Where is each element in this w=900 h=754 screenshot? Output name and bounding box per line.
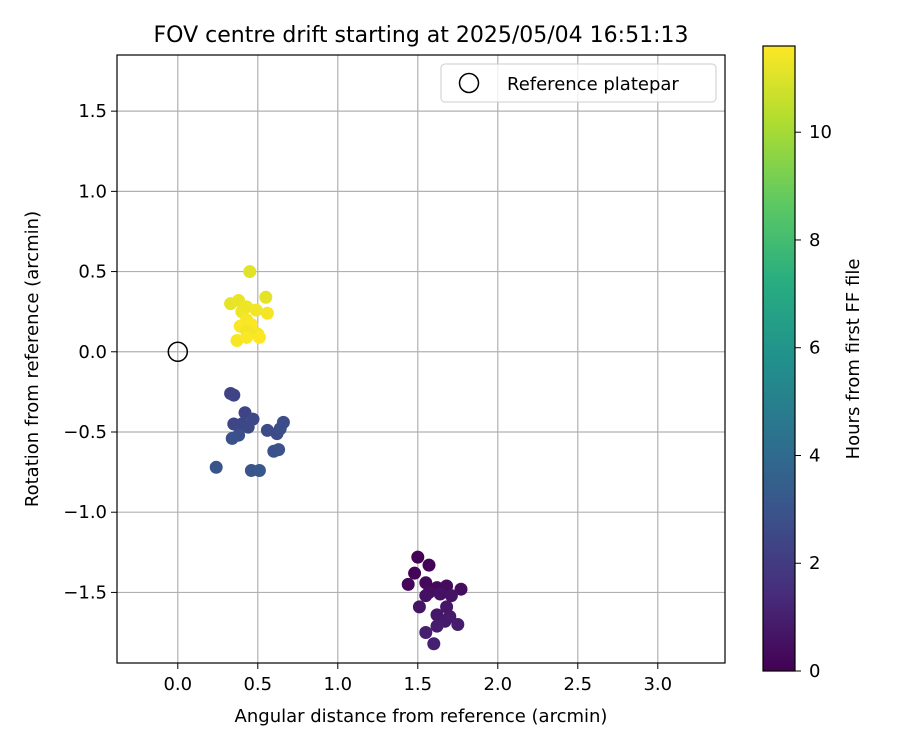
data-point [259, 290, 273, 304]
data-point [243, 265, 257, 279]
y-tick-label: 0.0 [78, 342, 107, 363]
chart-title: FOV centre drift starting at 2025/05/04 … [154, 23, 689, 48]
x-axis-ticks: 0.0 0.5 1.0 1.5 2.0 2.5 3.0 [163, 663, 672, 695]
colorbar-tick-label: 2 [809, 553, 820, 574]
data-point [241, 420, 255, 434]
y-tick-label: 1.5 [78, 101, 107, 122]
grid [117, 55, 725, 663]
reference-marker-layer [167, 341, 189, 363]
y-tick-label: 0.5 [78, 262, 107, 283]
data-point [419, 589, 433, 603]
data-point [411, 550, 425, 564]
data-point [272, 443, 286, 457]
scatter-points [209, 265, 468, 651]
data-point [419, 626, 433, 640]
y-axis-label: Rotation from reference (arcmin) [22, 211, 43, 507]
data-point [401, 577, 415, 591]
x-tick-label: 2.5 [563, 674, 592, 695]
data-point [273, 422, 287, 436]
legend-entry-label: Reference platepar [507, 74, 679, 95]
data-point [209, 460, 223, 474]
colorbar [762, 45, 796, 672]
colorbar-tick-label: 10 [809, 122, 832, 143]
data-point [249, 303, 263, 317]
reference-platepar-marker [167, 341, 189, 363]
legend: Reference platepar [440, 63, 717, 103]
data-point [225, 431, 239, 445]
y-tick-label: −1.5 [63, 582, 107, 603]
plot-frame [116, 54, 726, 664]
data-point [252, 330, 266, 344]
data-point [412, 600, 426, 614]
data-point [252, 463, 266, 477]
colorbar-tick-label: 6 [809, 338, 820, 359]
x-tick-label: 0.5 [243, 674, 272, 695]
y-tick-label: 1.0 [78, 181, 107, 202]
x-tick-label: 2.0 [483, 674, 512, 695]
x-tick-label: 1.5 [403, 674, 432, 695]
x-tick-label: 3.0 [643, 674, 672, 695]
legend-box [440, 63, 717, 103]
colorbar-tick-label: 0 [809, 661, 820, 682]
colorbar-tick-label: 4 [809, 445, 820, 466]
data-point [444, 589, 458, 603]
legend-open-circle-marker [458, 72, 480, 94]
colorbar-ticks: 0 2 4 6 8 10 [795, 122, 832, 682]
x-tick-label: 0.0 [163, 674, 192, 695]
y-tick-label: −0.5 [63, 422, 107, 443]
data-point [451, 617, 465, 631]
x-axis-label: Angular distance from reference (arcmin) [235, 706, 608, 727]
data-point [240, 330, 254, 344]
data-point [433, 587, 447, 601]
data-point [408, 566, 422, 580]
x-tick-label: 1.0 [323, 674, 352, 695]
y-tick-label: −1.0 [63, 502, 107, 523]
colorbar-tick-label: 8 [809, 230, 820, 251]
data-point [454, 582, 468, 596]
y-axis-ticks: −1.5 −1.0 −0.5 0.0 0.5 1.0 1.5 [63, 101, 117, 603]
data-point [422, 558, 436, 572]
colorbar-label: Hours from first FF file [843, 259, 864, 460]
data-point [260, 306, 274, 320]
data-point [227, 388, 241, 402]
data-point [430, 619, 444, 633]
data-point [427, 637, 441, 651]
